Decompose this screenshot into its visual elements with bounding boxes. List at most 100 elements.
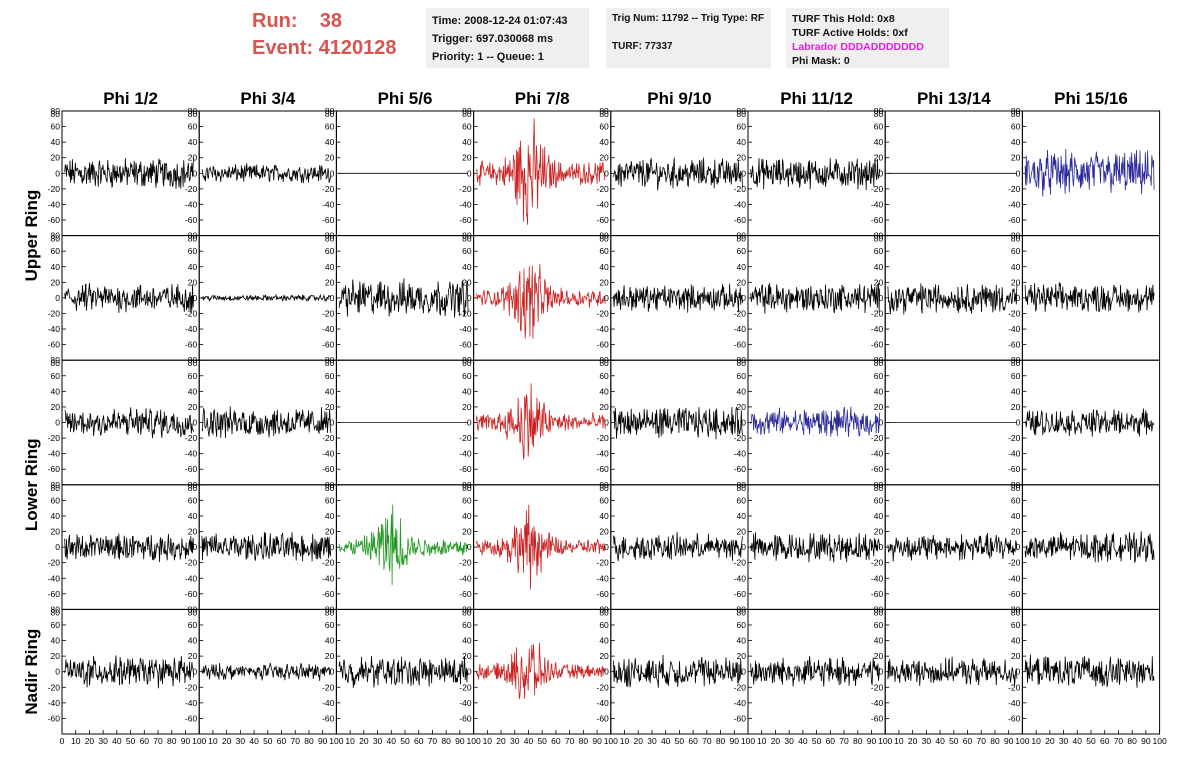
- y-tick-label: 40: [325, 386, 335, 396]
- waveform-trace: [64, 655, 195, 689]
- y-tick-label: 80: [51, 607, 61, 617]
- y-tick-label: -40: [185, 698, 198, 708]
- y-tick-label: 80: [188, 607, 198, 617]
- waveform-trace: [201, 662, 332, 681]
- y-tick-label: 20: [1011, 153, 1021, 163]
- y-tick-label: 0: [330, 542, 335, 552]
- y-tick-label: 40: [1011, 511, 1021, 521]
- y-tick-label: 60: [325, 371, 335, 381]
- y-tick-label: -40: [1008, 573, 1021, 583]
- y-tick-label: 20: [51, 651, 61, 661]
- y-tick-label: 20: [737, 651, 747, 661]
- y-tick-label: -20: [1008, 433, 1021, 443]
- y-tick-label: 40: [51, 386, 61, 396]
- x-tick-label: 30: [236, 736, 246, 746]
- y-tick-label: -60: [871, 215, 884, 225]
- y-tick-label: -60: [597, 215, 610, 225]
- y-tick-label: -20: [734, 558, 747, 568]
- y-tick-label: 20: [462, 651, 472, 661]
- y-tick-label: -60: [322, 215, 335, 225]
- y-tick-label: 80: [325, 355, 335, 365]
- x-tick-label: 80: [990, 736, 1000, 746]
- y-tick-label: 40: [51, 262, 61, 272]
- y-tick-label: 40: [737, 511, 747, 521]
- y-tick-label: 40: [51, 636, 61, 646]
- y-tick-label: -60: [459, 340, 472, 350]
- y-tick-label: 20: [1011, 277, 1021, 287]
- y-tick-label: 0: [192, 293, 197, 303]
- y-tick-label: 40: [462, 386, 472, 396]
- x-tick-label: 90: [181, 736, 191, 746]
- x-tick-label: 90: [592, 736, 602, 746]
- y-tick-label: -40: [1008, 199, 1021, 209]
- y-tick-label: 60: [599, 495, 609, 505]
- y-tick-label: -60: [459, 464, 472, 474]
- y-tick-label: 0: [55, 542, 60, 552]
- y-tick-label: -60: [597, 589, 610, 599]
- y-tick-label: 20: [462, 153, 472, 163]
- ring-label: Nadir Ring: [22, 629, 41, 715]
- y-tick-label: 80: [325, 483, 335, 493]
- y-tick-label: -60: [1008, 464, 1021, 474]
- y-tick-label: 80: [1011, 604, 1021, 614]
- x-tick-label: 20: [1045, 736, 1055, 746]
- y-tick-label: -40: [459, 324, 472, 334]
- waveform-trace: [201, 532, 332, 562]
- y-tick-label: 80: [737, 231, 747, 241]
- y-tick-label: -60: [185, 713, 198, 723]
- column-header: Phi 7/8: [515, 89, 570, 108]
- y-tick-label: 80: [874, 604, 884, 614]
- waveform-trace: [201, 406, 332, 439]
- x-tick-label: 30: [922, 736, 932, 746]
- waveform-trace: [613, 283, 743, 313]
- y-tick-label: 60: [188, 620, 198, 630]
- y-tick-label: -40: [734, 199, 747, 209]
- y-tick-label: -20: [597, 184, 610, 194]
- y-tick-label: 80: [1011, 607, 1021, 617]
- column-header: Phi 5/6: [378, 89, 433, 108]
- waveform-trace: [338, 504, 469, 586]
- x-tick-label: 0: [60, 736, 65, 746]
- y-tick-label: 0: [330, 418, 335, 428]
- y-tick-label: -20: [459, 682, 472, 692]
- y-tick-label: 60: [188, 122, 198, 132]
- y-tick-label: 40: [599, 511, 609, 521]
- y-tick-label: 40: [188, 386, 198, 396]
- y-tick-label: -20: [48, 682, 61, 692]
- y-tick-label: 20: [188, 402, 198, 412]
- y-tick-label: 40: [51, 511, 61, 521]
- y-tick-label: 40: [1011, 386, 1021, 396]
- y-tick-label: -40: [597, 324, 610, 334]
- y-tick-label: 0: [330, 293, 335, 303]
- y-tick-label: 80: [874, 234, 884, 244]
- priority-text: Priority: 1 -- Queue: 1: [432, 51, 544, 63]
- y-tick-label: -40: [322, 324, 335, 334]
- y-tick-label: -60: [48, 464, 61, 474]
- waveform-trace: [613, 406, 743, 440]
- y-tick-label: 20: [51, 527, 61, 537]
- y-tick-label: -40: [734, 324, 747, 334]
- y-tick-label: -40: [48, 698, 61, 708]
- waveform-trace: [613, 157, 743, 191]
- y-tick-label: -40: [48, 573, 61, 583]
- y-tick-label: 20: [188, 153, 198, 163]
- y-tick-label: 80: [325, 358, 335, 368]
- waveform-trace: [613, 654, 743, 688]
- y-tick-label: 80: [599, 604, 609, 614]
- x-tick-label: 80: [716, 736, 726, 746]
- y-tick-label: 40: [874, 636, 884, 646]
- trigger-info-box: Trig Num: 11792 -- Trig Type: RF TURF: 7…: [606, 8, 771, 68]
- x-tick-label: 30: [98, 736, 108, 746]
- x-tick-label: 90: [318, 736, 328, 746]
- y-tick-label: 80: [874, 106, 884, 116]
- y-tick-label: 40: [874, 511, 884, 521]
- y-tick-label: -60: [1008, 215, 1021, 225]
- y-tick-label: 20: [737, 277, 747, 287]
